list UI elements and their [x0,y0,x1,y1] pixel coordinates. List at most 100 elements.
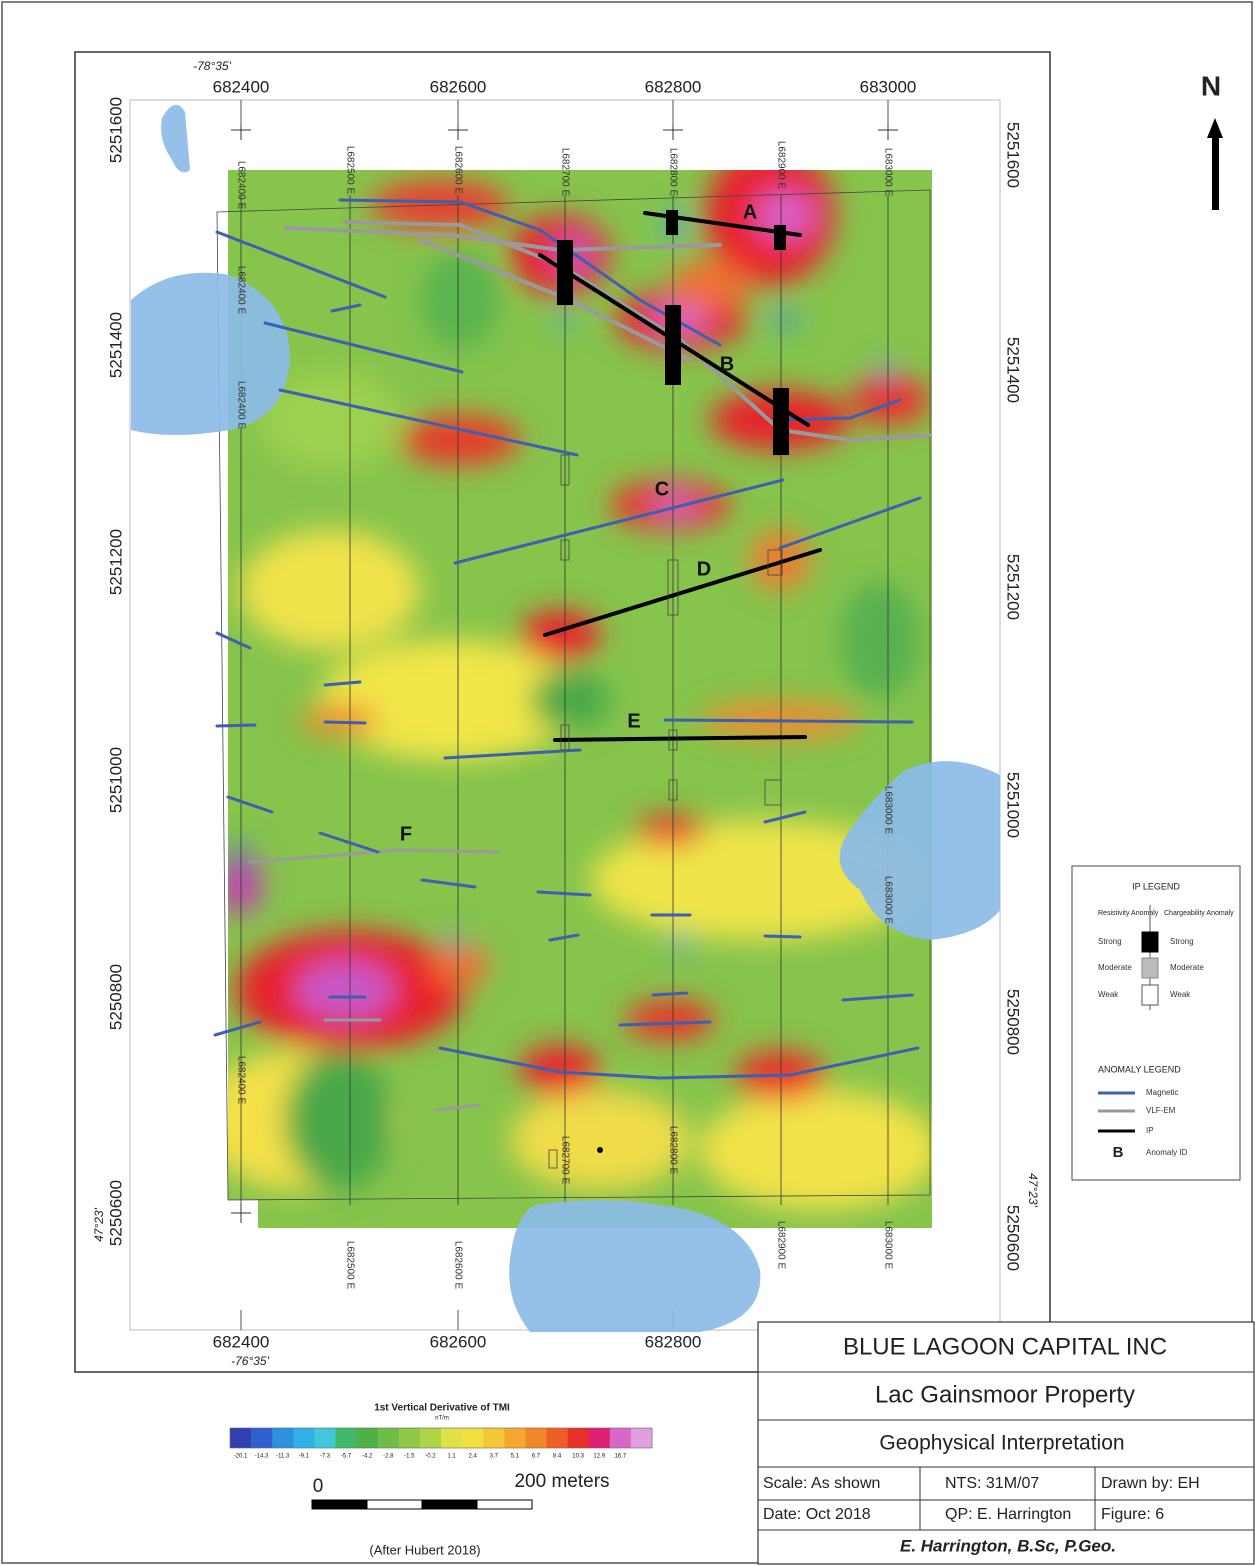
anomaly-line [217,725,255,726]
heat-blob [625,1000,715,1040]
colorbar-cell [420,1428,441,1448]
line-label: L682400 E [235,381,246,430]
legend-title: ANOMALY LEGEND [1098,1064,1181,1074]
colorbar-cell [462,1428,483,1448]
scale-label: 0 [313,1476,324,1497]
easting-label: 682800 [645,1332,702,1351]
heat-blob [300,705,380,735]
northing-label: 5251600 [1004,122,1023,188]
anomaly-line [765,936,800,937]
title-block-cell: Figure: 6 [1101,1506,1164,1523]
line-label: L682800 E [667,148,678,197]
colorbar-label: -2.8 [383,1454,394,1460]
station-dot [597,1147,603,1153]
legend-swatch [1142,985,1158,1005]
heatmap [200,145,940,1240]
heat-blob [285,1050,395,1190]
line-label: L683000 E [882,876,893,925]
heat-blob [420,250,500,350]
anomaly-id: B [720,353,734,375]
northing-label: 5251000 [1004,772,1023,838]
heat-blob [240,530,420,650]
heat-blob [520,1045,600,1095]
title-block: BLUE LAGOON CAPITAL INCLac Gainsmoor Pro… [758,1322,1254,1564]
scale-segment [312,1500,367,1509]
heat-blob [670,260,750,310]
colorbar-cell [631,1428,652,1448]
heat-blob [510,1090,690,1190]
colorbar-label: -7.3 [320,1454,331,1460]
colorbar-label: -14.3 [255,1454,269,1460]
colorbar-cell [504,1428,525,1448]
northing-label: 5251000 [106,747,125,813]
colorbar-label: -1.5 [404,1454,415,1460]
line-label: L682400 E [235,1056,246,1105]
north-arrow [1207,118,1223,210]
colorbar-cell [547,1428,568,1448]
anomaly-id: E [627,710,640,732]
colorbar-cell [441,1428,462,1448]
page: N682400682600682800683000682400682600682… [0,0,1255,1566]
easting-label: 682400 [213,1332,270,1351]
subtitle: Geophysical Interpretation [879,1432,1124,1455]
legend-label: Weak [1098,990,1119,999]
colorbar-cell [483,1428,504,1448]
heat-blob [530,670,610,730]
colorbar-cell [251,1428,272,1448]
heat-blob [840,580,920,700]
colorbar-cell [399,1428,420,1448]
anomaly-id: D [697,558,711,580]
line-label: L682800 E [667,1126,678,1175]
legend-title: IP LEGEND [1132,881,1180,891]
line-label: L683000 E [882,786,893,835]
line-label: L683000 E [882,148,893,197]
northing-label: 5251200 [106,529,125,595]
line-label: L682600 E [452,1241,463,1290]
corner-label: 47°23' [1026,1173,1040,1207]
line-label: L682900 E [775,1221,786,1270]
colorbar-cell [589,1428,610,1448]
colorbar-label: -11.3 [276,1454,290,1460]
line-label: L682700 E [559,148,570,197]
colorbar-label: 2.4 [468,1454,477,1460]
colorbar-label: -9.1 [299,1454,310,1460]
colorbar-label: 5.1 [511,1454,520,1460]
heat-blob [430,945,490,985]
colorbar-cell [568,1428,589,1448]
line-label: L682500 E [344,1241,355,1290]
anomaly-line [665,720,912,722]
anomaly-id: F [400,823,412,845]
line-label: L682600 E [452,146,463,195]
legend-label: Strong [1170,937,1194,946]
colorbar: 1st Vertical Derivative of TMInT/m-20.1-… [230,1403,652,1460]
line-label: L682900 E [775,141,786,190]
heat-blob [635,815,705,845]
northing-label: 5250800 [106,964,125,1030]
north-arrow-shape [1207,118,1223,210]
anomaly-id: C [655,478,669,500]
line-label: L682400 E [235,266,246,315]
heat-blob [850,375,930,425]
northing-label: 5250800 [1004,989,1023,1055]
easting-label: 683000 [860,77,917,96]
anomaly-line [325,722,365,723]
scale-label: 200 meters [514,1471,609,1492]
corner-label: -78°35' [193,59,231,73]
scale-bar: 0 200 meters [312,1471,610,1509]
ip-bar [666,210,678,235]
colorbar-label: 10.3 [572,1454,584,1460]
legend-label: Anomaly ID [1146,1148,1188,1157]
legend-label: IP [1146,1126,1154,1135]
legend-label: Moderate [1098,963,1132,972]
legend-label: Moderate [1170,963,1204,972]
heat-blob [770,312,800,328]
title-block-cell: QP: E. Harrington [945,1506,1071,1523]
colorbar-cell [525,1428,546,1448]
legend-heading: Chargeability Anomaly [1164,910,1234,917]
property-name: Lac Gainsmoor Property [875,1381,1135,1408]
colorbar-cell [610,1428,631,1448]
colorbar-label: 8.4 [553,1454,562,1460]
northing-label: 5250600 [106,1180,125,1246]
colorbar-label: 6.7 [532,1454,541,1460]
